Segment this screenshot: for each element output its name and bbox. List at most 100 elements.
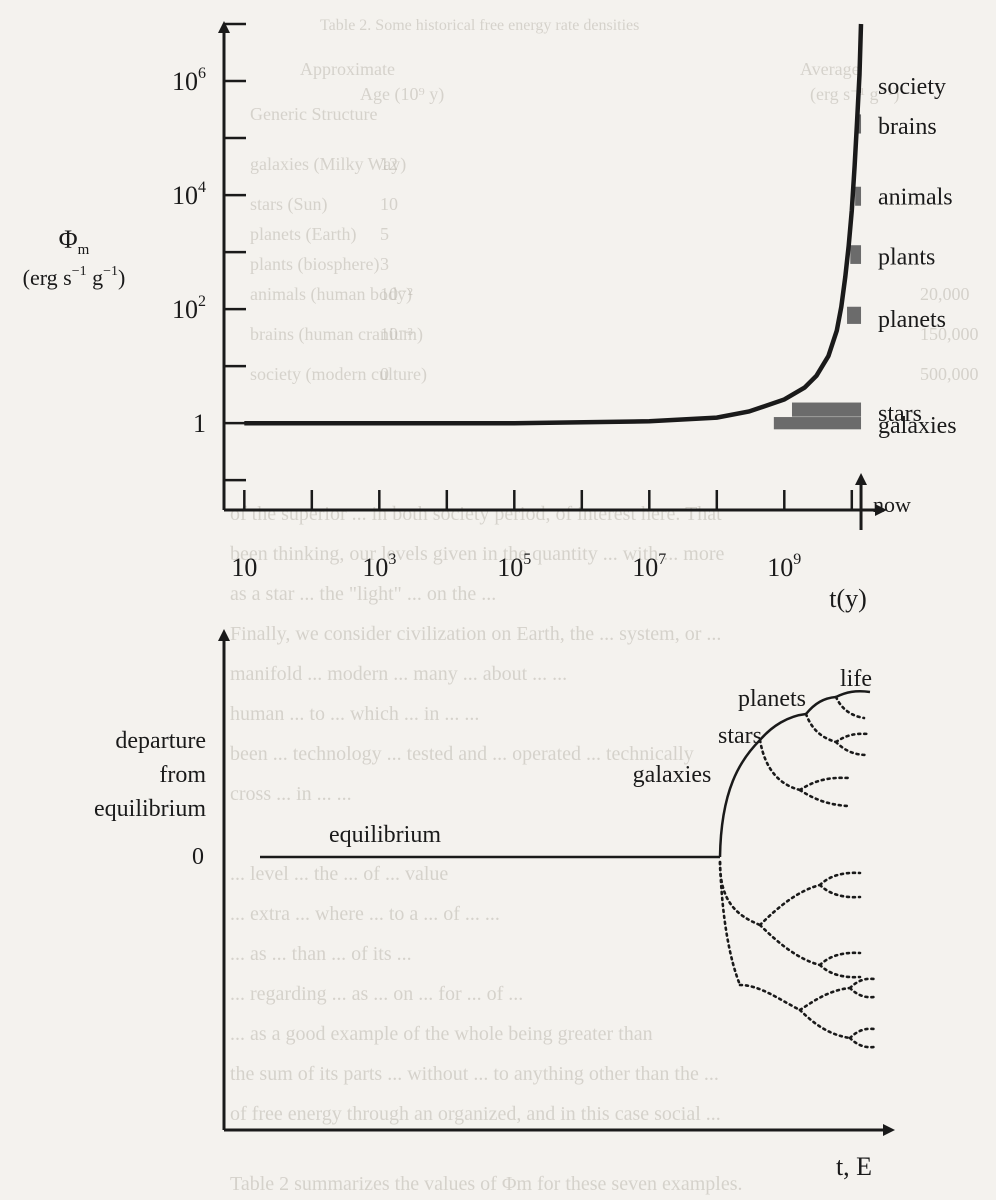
bleed-line-33: ... as ... than ... of its ... (230, 943, 412, 965)
bleed-through-text: Table 2. Some historical free energy rat… (230, 17, 979, 1195)
x-tick-base: 10 (362, 553, 388, 582)
bleed-line-9: plants (biosphere) (250, 254, 379, 275)
bar-label-plants: plants (878, 245, 935, 271)
bar-galaxies (773, 417, 862, 430)
y-tick-label: 106 (172, 65, 206, 96)
bleed-line-32: ... extra ... where ... to a ... of ... … (230, 903, 500, 925)
baseline-label: equilibrium (329, 822, 441, 848)
bleed-line-3: Age (10⁹ y) (360, 84, 444, 105)
y-tick-base: 1 (193, 409, 206, 438)
bleed-line-27: manifold ... modern ... many ... about .… (230, 663, 567, 685)
bleed-line-34: ... regarding ... as ... on ... for ... … (230, 983, 523, 1005)
bleed-line-37: of free energy through an organized, and… (230, 1103, 721, 1125)
bleed-line-6: galaxies (Milky Way) (250, 154, 406, 175)
bleed-line-13: 20,000 (920, 284, 970, 304)
bleed-line-19: 3 (380, 254, 389, 274)
bleed-line-31: ... level ... the ... of ... value (230, 863, 448, 885)
dotted-branches (718, 695, 876, 1049)
bleed-line-4: (erg s⁻¹ g⁻¹) (810, 84, 899, 105)
bleed-line-14: 150,000 (920, 324, 979, 344)
bleed-line-26: Finally, we consider civilization on Ear… (230, 623, 721, 645)
x-axis-label: t(y) (829, 584, 867, 613)
y-label-line-1: departure (115, 728, 206, 754)
x-tick-label: 105 (497, 551, 531, 582)
bleed-line-12: society (modern culture) (250, 364, 427, 385)
y-tick-base: 10 (172, 181, 198, 210)
x-tick-label: 103 (362, 551, 396, 582)
y-tick-label: 102 (172, 293, 206, 324)
y-label-line-2: from (159, 762, 206, 788)
bleed-line-10: animals (human body) (250, 284, 412, 305)
bleed-line-1: Approximate (300, 59, 395, 79)
bleed-line-24: been thinking, our levels given in the q… (230, 543, 724, 565)
y-tick-exp: 2 (198, 293, 206, 310)
label-galaxies: galaxies (633, 762, 712, 788)
bar-label-galaxies: galaxies (878, 413, 957, 439)
y-label-line-3: equilibrium (94, 796, 206, 822)
bleed-line-35: ... as a good example of the whole being… (230, 1023, 653, 1045)
departure-from-equilibrium-diagram: departure from equilibrium 0 t, E equili… (94, 629, 895, 1181)
now-marker: now (855, 473, 911, 530)
bleed-line-17: 10 (380, 194, 398, 214)
energy-rate-curve (244, 23, 864, 426)
bleed-line-25: as a star ... the "light" ... on the ... (230, 583, 496, 605)
y-tick-label: 104 (172, 179, 206, 210)
bleed-line-29: been ... technology ... tested and ... o… (230, 743, 694, 765)
label-life: life (840, 666, 872, 692)
bar-label-planets: planets (878, 307, 946, 333)
bleed-line-0: Table 2. Some historical free energy rat… (320, 17, 639, 34)
bleed-line-16: 12 (380, 154, 398, 174)
bleed-line-8: planets (Earth) (250, 224, 356, 245)
bleed-line-18: 5 (380, 224, 389, 244)
bleed-line-38: Table 2 summarizes the values of Φm for … (230, 1173, 743, 1195)
x-label: t, E (836, 1152, 872, 1181)
y-tick-exp: 4 (198, 179, 206, 196)
x-tick-base: 10 (767, 553, 793, 582)
y-axis-unit: (erg s−1 g−1) (23, 264, 126, 290)
x-tick-exp: 7 (658, 551, 666, 568)
x-tick-label: 10 (231, 553, 257, 582)
bar-label-stars: stars (878, 401, 922, 427)
bleed-line-28: human ... to ... which ... in ... ... (230, 703, 479, 725)
solid-branch-galaxies (718, 739, 761, 858)
x-tick-base: 10 (497, 553, 523, 582)
bar-label-brains: brains (878, 114, 937, 140)
bar-label-society: society (878, 74, 946, 100)
y-tick-exp: 6 (198, 65, 206, 82)
x-tick-base: 10 (231, 553, 257, 582)
y-tick-label: 1 (193, 409, 206, 438)
bar-planets (847, 306, 862, 324)
label-planets: planets (738, 686, 806, 712)
solid-branch-stars (759, 712, 807, 741)
bars (773, 76, 862, 430)
bleed-line-2: Average (800, 59, 860, 79)
x-tick-exp: 3 (388, 551, 396, 568)
bleed-line-30: cross ... in ... ... (230, 783, 352, 805)
bar-labels: society brains animals plants planets starsga… (878, 74, 957, 439)
bleed-line-36: the sum of its parts ... without ... to … (230, 1063, 719, 1085)
y-tick-base: 10 (172, 67, 198, 96)
y-axis-label-phi: Φm (59, 225, 90, 258)
y-tick-base: 10 (172, 295, 198, 324)
bleed-line-15: 500,000 (920, 364, 979, 384)
bleed-line-21: 10⁻³ (380, 324, 414, 344)
now-label: now (873, 492, 911, 517)
bleed-line-7: stars (Sun) (250, 194, 328, 215)
x-tick-base: 10 (632, 553, 658, 582)
x-tick-exp: 5 (523, 551, 531, 568)
solid-branch-planets (805, 695, 837, 715)
zero-label: 0 (192, 844, 204, 870)
x-tick-label: 109 (767, 551, 801, 582)
bar-plants (850, 245, 862, 264)
bleed-line-20: 10⁻² (380, 284, 413, 304)
x-tick-label: 107 (632, 551, 666, 582)
x-tick-exp: 9 (793, 551, 801, 568)
solid-branch-life (835, 689, 871, 699)
bar-animals (855, 186, 862, 206)
x-ticks: 10 103 105 107 109 (231, 490, 854, 582)
bar-stars (791, 402, 862, 417)
bleed-line-22: 0 (380, 364, 389, 384)
